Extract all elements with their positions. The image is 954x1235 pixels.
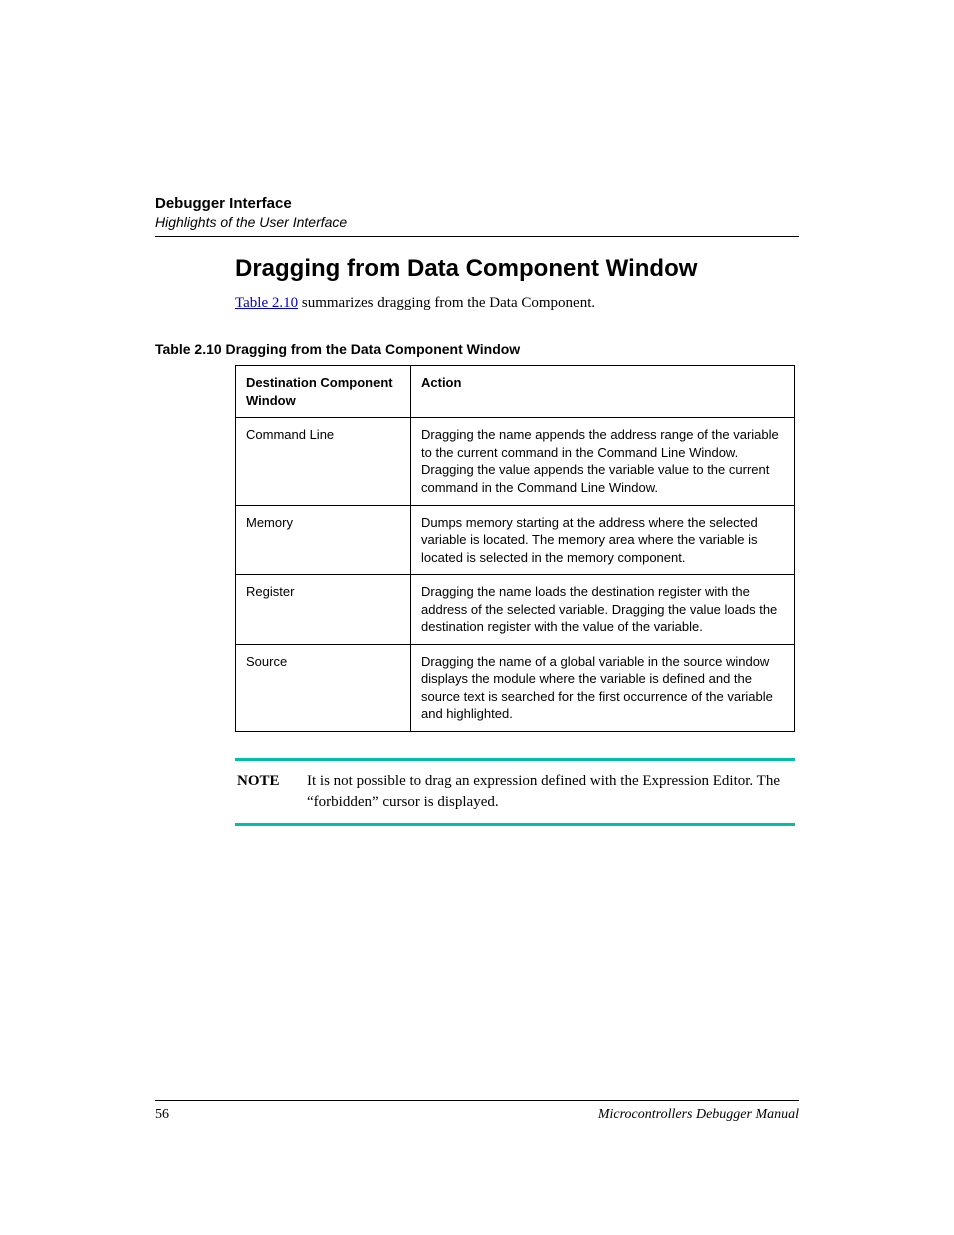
running-head-subtitle: Highlights of the User Interface	[155, 214, 799, 230]
table-row: Register Dragging the name loads the des…	[236, 575, 795, 645]
table-cell-destination: Source	[236, 644, 411, 731]
running-head-title: Debugger Interface	[155, 195, 799, 212]
table-col-action: Action	[411, 366, 795, 418]
section-intro-rest: summarizes dragging from the Data Compon…	[298, 295, 595, 311]
note-block: NOTE It is not possible to drag an expre…	[235, 758, 795, 826]
table-cell-action: Dumps memory starting at the address whe…	[411, 505, 795, 575]
running-head: Debugger Interface Highlights of the Use…	[155, 195, 799, 230]
table-cell-action: Dragging the name appends the address ra…	[411, 418, 795, 505]
table-row: Source Dragging the name of a global var…	[236, 644, 795, 731]
table-header-row: Destination Component Window Action	[236, 366, 795, 418]
table-cell-destination: Command Line	[236, 418, 411, 505]
section-intro: Table 2.10 summarizes dragging from the …	[235, 293, 799, 313]
table-cell-action: Dragging the name loads the destination …	[411, 575, 795, 645]
page: Debugger Interface Highlights of the Use…	[0, 0, 954, 1235]
footer-rule	[155, 1100, 799, 1101]
note-text: It is not possible to drag an expression…	[307, 771, 793, 813]
header-rule	[155, 236, 799, 237]
section-heading: Dragging from Data Component Window	[235, 255, 799, 283]
table-cell-destination: Memory	[236, 505, 411, 575]
table-cell-action: Dragging the name of a global variable i…	[411, 644, 795, 731]
table-caption: Table 2.10 Dragging from the Data Compon…	[155, 341, 799, 357]
footer-page-number: 56	[155, 1107, 169, 1123]
table-col-destination: Destination Component Window	[236, 366, 411, 418]
data-component-drag-table: Destination Component Window Action Comm…	[235, 365, 795, 732]
table-ref-link[interactable]: Table 2.10	[235, 295, 298, 311]
footer-manual-title: Microcontrollers Debugger Manual	[598, 1107, 799, 1123]
note-label: NOTE	[237, 771, 307, 813]
page-footer: 56 Microcontrollers Debugger Manual	[155, 1100, 799, 1123]
table-cell-destination: Register	[236, 575, 411, 645]
table-row: Memory Dumps memory starting at the addr…	[236, 505, 795, 575]
table-row: Command Line Dragging the name appends t…	[236, 418, 795, 505]
